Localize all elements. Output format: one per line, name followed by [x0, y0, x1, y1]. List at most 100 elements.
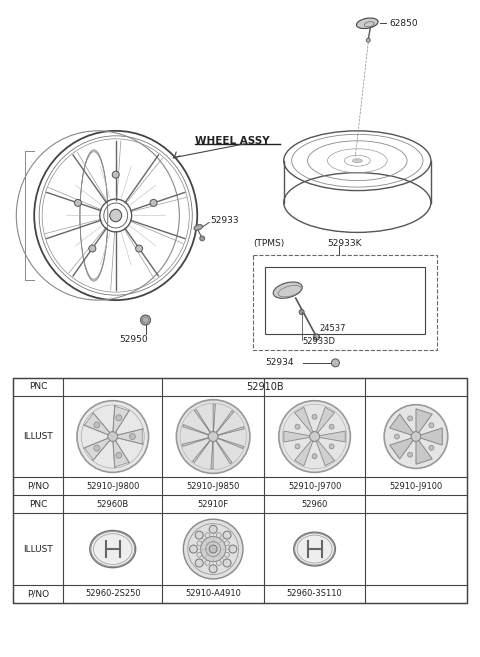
Polygon shape	[295, 440, 313, 466]
Circle shape	[94, 422, 100, 428]
Polygon shape	[84, 413, 109, 435]
Text: 52910F: 52910F	[198, 500, 228, 509]
Circle shape	[312, 415, 317, 419]
Polygon shape	[216, 441, 232, 464]
Ellipse shape	[384, 405, 448, 468]
Circle shape	[209, 526, 217, 533]
Circle shape	[195, 559, 203, 567]
Text: P/NO: P/NO	[27, 482, 49, 491]
Polygon shape	[316, 407, 335, 433]
Text: 52950: 52950	[120, 336, 148, 344]
Bar	[265, 267, 425, 334]
Circle shape	[116, 415, 122, 420]
Text: 52934: 52934	[265, 358, 293, 367]
Text: 52933: 52933	[210, 216, 239, 225]
Polygon shape	[416, 409, 432, 432]
Polygon shape	[316, 440, 335, 466]
Circle shape	[150, 199, 157, 206]
Circle shape	[295, 444, 300, 449]
Circle shape	[429, 423, 434, 428]
Polygon shape	[211, 442, 213, 468]
Polygon shape	[118, 429, 142, 444]
Polygon shape	[284, 431, 310, 442]
Polygon shape	[416, 441, 432, 464]
Ellipse shape	[208, 432, 218, 442]
Text: P/NO: P/NO	[27, 589, 49, 599]
Circle shape	[216, 560, 221, 566]
Circle shape	[209, 565, 217, 573]
Polygon shape	[182, 438, 208, 447]
Ellipse shape	[279, 401, 350, 472]
Text: 52910-J9800: 52910-J9800	[86, 482, 139, 491]
Text: ILLUST: ILLUST	[24, 432, 53, 441]
Circle shape	[89, 245, 96, 252]
Circle shape	[408, 452, 413, 457]
Text: 52933D: 52933D	[302, 338, 336, 346]
Text: 24537: 24537	[320, 323, 346, 332]
Circle shape	[195, 531, 203, 539]
Circle shape	[74, 199, 82, 206]
Text: 62850: 62850	[389, 19, 418, 28]
Ellipse shape	[176, 399, 250, 474]
Circle shape	[429, 445, 434, 450]
Ellipse shape	[209, 545, 217, 553]
Polygon shape	[113, 441, 129, 467]
Circle shape	[229, 545, 237, 553]
Circle shape	[313, 334, 320, 340]
Ellipse shape	[352, 159, 362, 163]
Ellipse shape	[294, 532, 336, 566]
Ellipse shape	[366, 38, 370, 42]
Circle shape	[141, 315, 151, 325]
Circle shape	[112, 171, 119, 178]
Circle shape	[332, 359, 339, 367]
Text: WHEEL ASSY: WHEEL ASSY	[195, 136, 270, 146]
Bar	[253, 256, 437, 350]
Ellipse shape	[194, 225, 203, 230]
Circle shape	[312, 454, 317, 459]
Ellipse shape	[90, 530, 136, 568]
Text: 52960B: 52960B	[96, 500, 129, 509]
Text: 52910-J9700: 52910-J9700	[288, 482, 341, 491]
Text: ILLUST: ILLUST	[24, 545, 53, 554]
Text: 52910-J9100: 52910-J9100	[389, 482, 443, 491]
Polygon shape	[218, 438, 243, 449]
Text: 52910-A4910: 52910-A4910	[185, 589, 241, 599]
Circle shape	[295, 424, 300, 429]
Polygon shape	[84, 438, 109, 460]
Circle shape	[116, 452, 122, 459]
Circle shape	[225, 541, 229, 546]
Bar	[13, 378, 467, 603]
Circle shape	[200, 236, 204, 241]
Text: 52960-2S250: 52960-2S250	[85, 589, 141, 599]
Ellipse shape	[77, 401, 148, 472]
Circle shape	[197, 553, 202, 557]
Text: 52960-3S110: 52960-3S110	[287, 589, 342, 599]
Polygon shape	[295, 407, 313, 433]
Text: 52910-J9850: 52910-J9850	[186, 482, 240, 491]
Polygon shape	[213, 405, 216, 432]
Polygon shape	[390, 414, 413, 435]
Circle shape	[205, 560, 210, 566]
Circle shape	[197, 541, 202, 546]
Polygon shape	[320, 431, 345, 442]
Circle shape	[190, 545, 197, 553]
Polygon shape	[218, 426, 244, 436]
Ellipse shape	[108, 432, 118, 442]
Text: (TPMS): (TPMS)	[253, 239, 284, 248]
Ellipse shape	[357, 18, 378, 28]
Polygon shape	[216, 411, 234, 433]
Circle shape	[299, 309, 304, 315]
Polygon shape	[113, 406, 129, 432]
Polygon shape	[390, 438, 413, 459]
Polygon shape	[183, 424, 208, 435]
Polygon shape	[192, 440, 210, 463]
Circle shape	[130, 434, 135, 440]
Circle shape	[205, 533, 210, 537]
Text: PNC: PNC	[29, 500, 48, 509]
Ellipse shape	[183, 519, 243, 579]
Circle shape	[216, 533, 221, 537]
Circle shape	[223, 531, 231, 539]
Text: 52910B: 52910B	[246, 382, 284, 392]
Ellipse shape	[411, 432, 421, 442]
Ellipse shape	[273, 282, 302, 298]
